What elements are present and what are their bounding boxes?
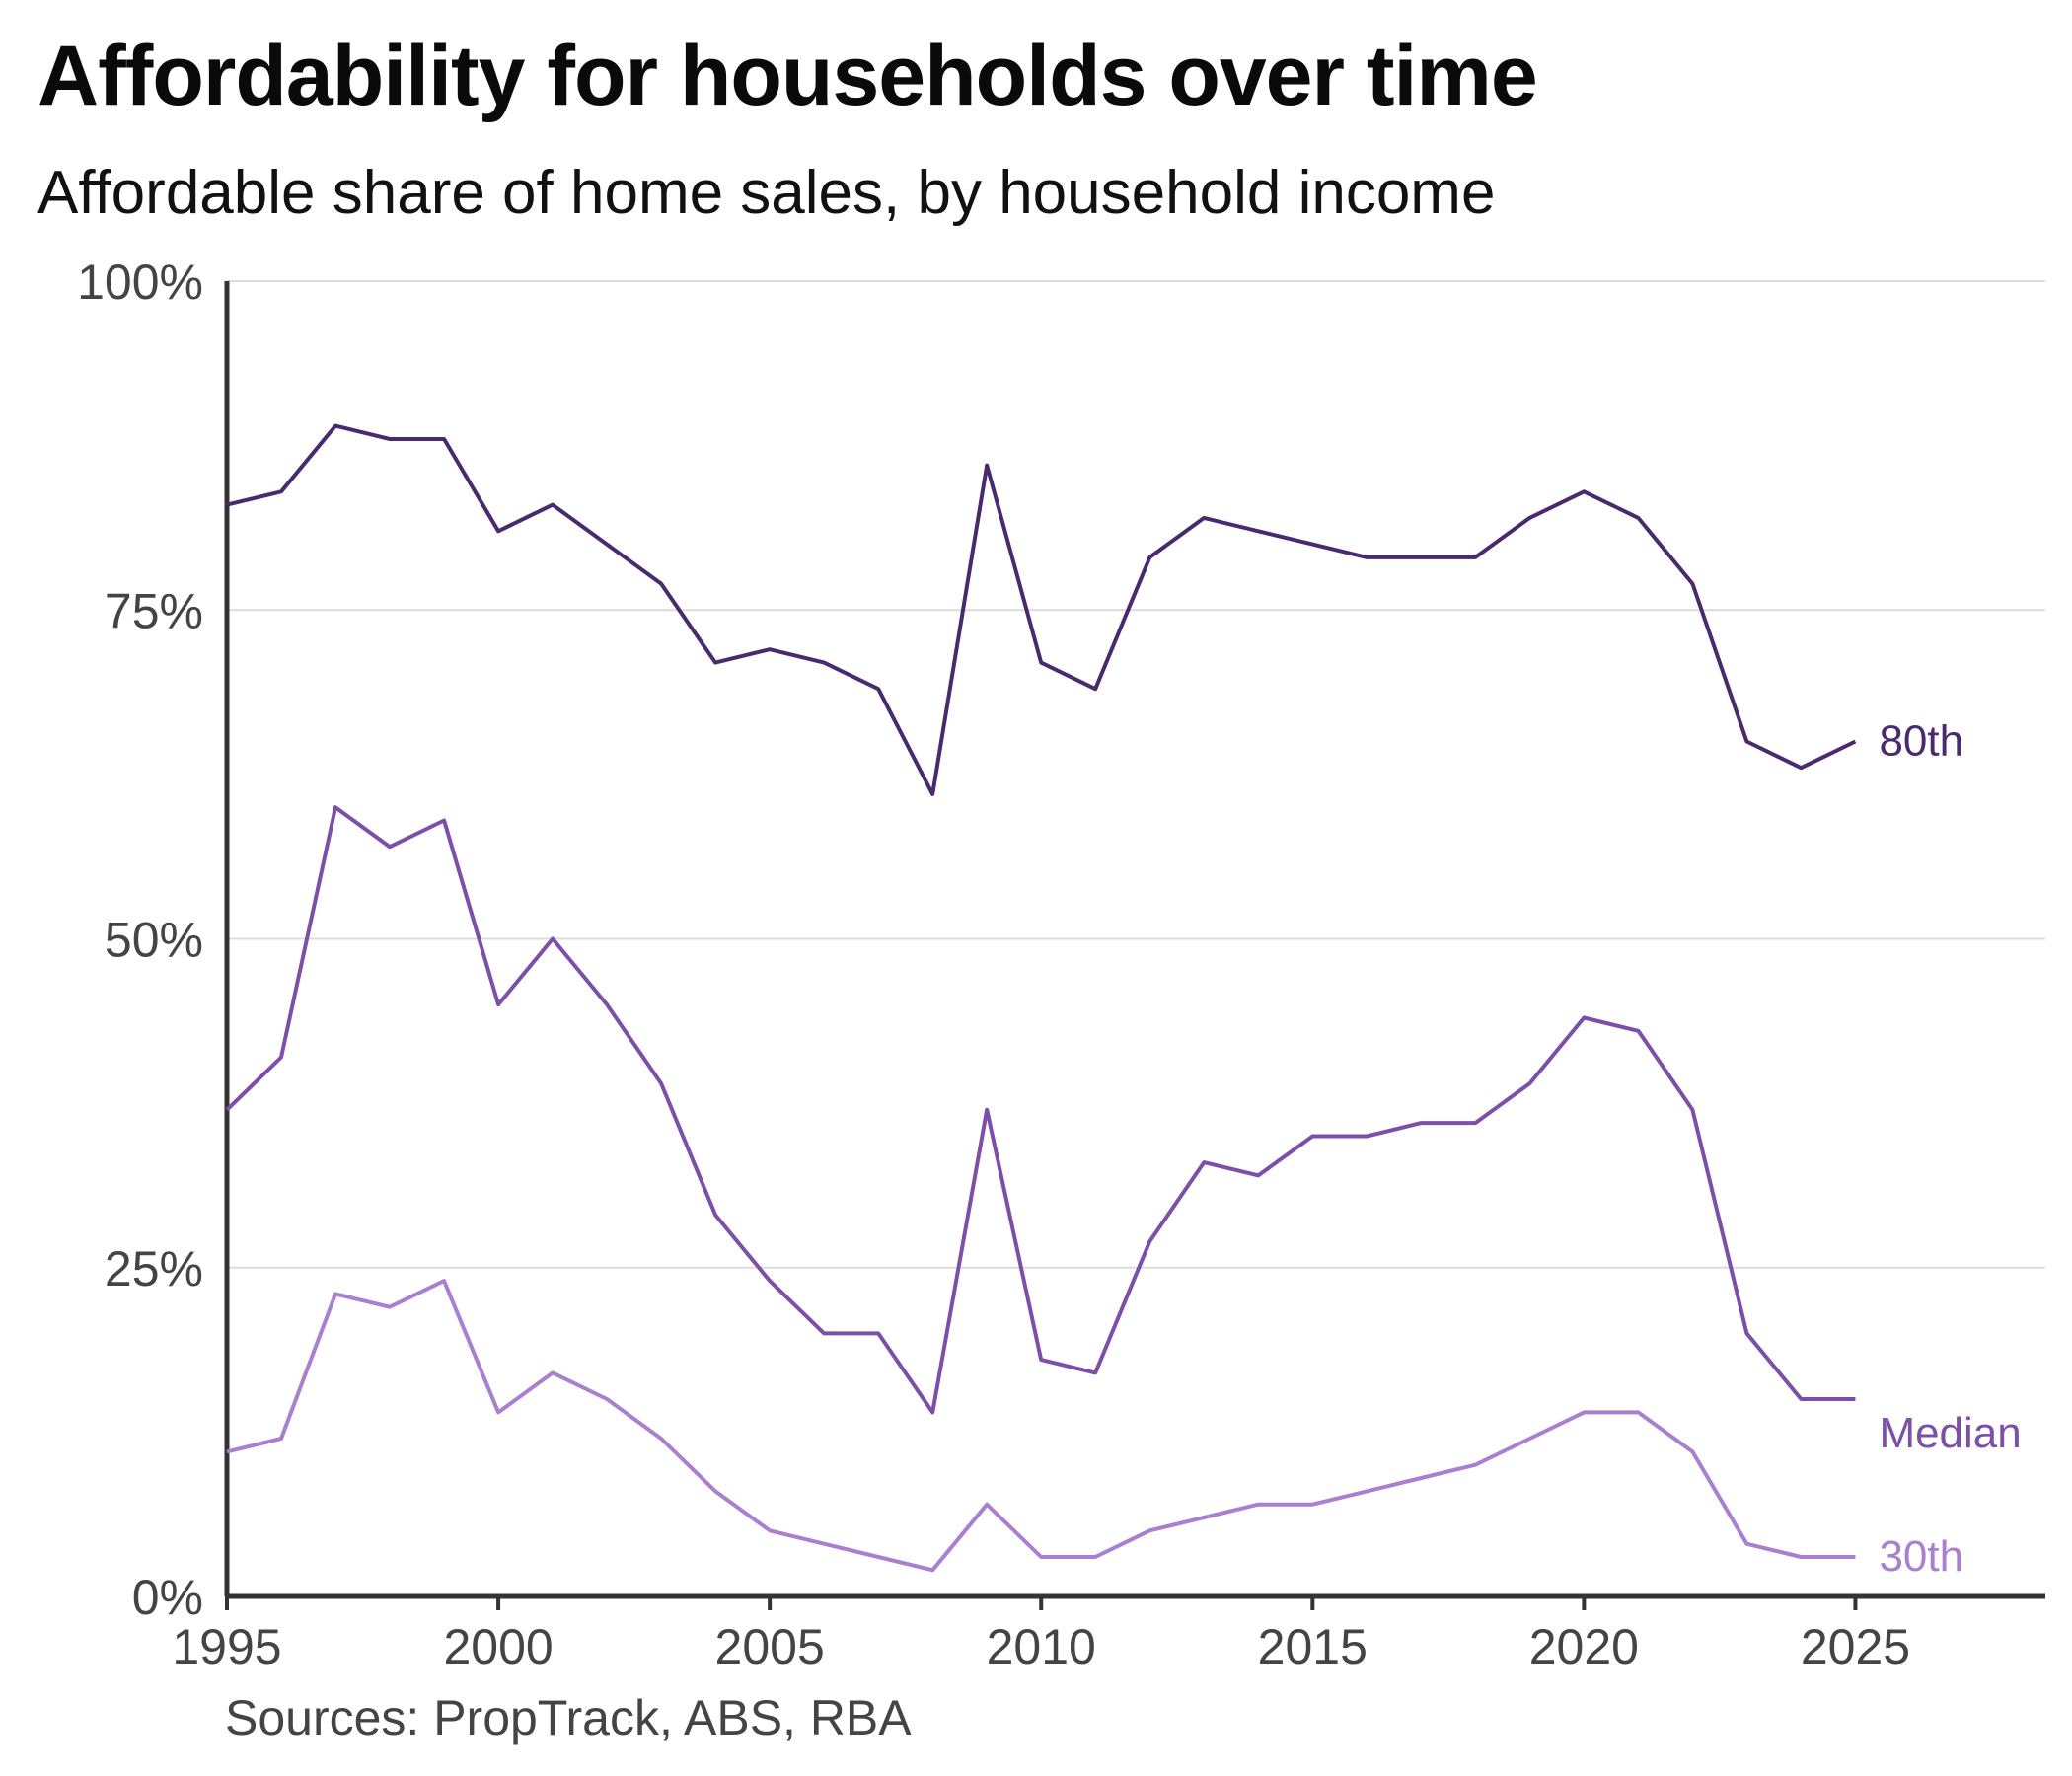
x-tick-label: 2000 <box>443 1619 553 1674</box>
chart-title: Affordability for households over time <box>37 29 1538 123</box>
y-tick-label: 25% <box>105 1241 203 1296</box>
x-tick-label: 1995 <box>172 1619 281 1674</box>
y-tick-label: 75% <box>105 583 203 638</box>
source-note: Sources: PropTrack, ABS, RBA <box>225 1690 912 1745</box>
x-tick-label: 2015 <box>1258 1619 1368 1674</box>
series-label-median: Median <box>1879 1409 2021 1457</box>
series-line-median <box>225 805 1856 1415</box>
series-label-30th: 30th <box>1879 1532 1963 1581</box>
series-line-30th <box>226 1279 1856 1573</box>
x-tick-label: 2020 <box>1529 1619 1639 1674</box>
series-label-80th: 80th <box>1879 717 1963 766</box>
x-tick-label: 2005 <box>715 1619 825 1674</box>
y-tick-label: 50% <box>105 913 203 968</box>
y-tick-label: 0% <box>132 1570 203 1625</box>
x-tick-label: 2025 <box>1801 1619 1910 1674</box>
series-line-80th <box>226 423 1857 796</box>
x-tick-label: 2010 <box>987 1619 1096 1674</box>
y-tick-label: 100% <box>77 255 203 310</box>
chart-subtitle: Affordable share of home sales, by house… <box>37 159 1496 227</box>
